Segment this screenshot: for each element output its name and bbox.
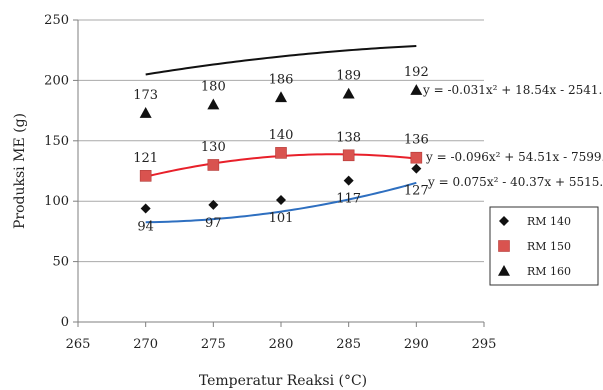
trendline-rm-160 — [145, 44, 417, 76]
point-rm-160 — [275, 91, 287, 103]
point-rm-140 — [411, 163, 422, 174]
data-label-rm-160: 189 — [336, 69, 361, 84]
legend-marker-rm-140 — [499, 216, 509, 226]
legend-label-rm-150: RM 150 — [527, 240, 571, 253]
data-label-rm-140: 127 — [404, 184, 429, 199]
data-markers — [139, 84, 423, 214]
data-label-rm-140: 97 — [205, 216, 222, 231]
trend-equation-rm-150: y = -0.096x² + 54.51x - 7599. — [425, 150, 603, 164]
trend-equations: y = 0.075x² - 40.37x + 5515. y = -0.096x²… — [422, 83, 603, 189]
trend-equation-rm-140: y = 0.075x² - 40.37x + 5515. — [427, 175, 603, 189]
point-rm-150 — [275, 147, 287, 159]
point-rm-150 — [207, 159, 220, 171]
trend-equation-rm-160: y = -0.031x² + 18.54x - 2541. — [422, 83, 602, 97]
x-tick-label: 290 — [404, 337, 429, 352]
axes: 0 50 100 150 200 250 265 270 275 280 285 290 295 — [44, 13, 496, 352]
point-rm-150 — [342, 149, 355, 162]
point-rm-160 — [410, 84, 423, 95]
y-tick-label: 250 — [44, 13, 69, 28]
legend: RM 140 RM 150 RM 160 — [489, 206, 599, 286]
y-tick-label: 0 — [61, 315, 69, 330]
data-label-rm-150: 140 — [269, 128, 294, 143]
x-tick-label: 270 — [133, 337, 158, 352]
x-tick-label: 285 — [336, 337, 361, 352]
x-tick-label: 275 — [201, 337, 226, 352]
point-rm-160 — [139, 107, 152, 118]
data-label-rm-140: 101 — [269, 211, 294, 226]
point-rm-150 — [139, 170, 152, 182]
gridlines — [78, 19, 484, 263]
data-label-rm-150: 121 — [133, 151, 158, 166]
data-label-rm-160: 180 — [201, 80, 226, 95]
point-rm-140 — [208, 199, 219, 210]
point-rm-150 — [410, 151, 423, 164]
legend-label-rm-140: RM 140 — [527, 215, 571, 228]
data-label-rm-160: 192 — [404, 65, 429, 80]
point-rm-160 — [342, 87, 355, 99]
point-rm-160 — [207, 98, 220, 110]
point-rm-140 — [276, 194, 286, 205]
point-rm-140 — [343, 175, 354, 186]
legend-marker-rm-150 — [498, 240, 510, 252]
data-label-rm-150: 136 — [404, 133, 429, 148]
y-tick-label: 200 — [44, 73, 69, 88]
data-label-rm-140: 117 — [336, 192, 361, 207]
y-axis-title: Produksi ME (g) — [12, 113, 28, 229]
legend-label-rm-160: RM 160 — [527, 265, 571, 278]
legend-marker-rm-160 — [498, 265, 510, 276]
x-tick-label: 295 — [472, 337, 497, 352]
x-tick-label: 280 — [269, 337, 294, 352]
data-label-rm-140: 94 — [137, 219, 154, 234]
data-label-rm-160: 173 — [133, 88, 158, 103]
trendline-rm-140 — [145, 181, 417, 224]
data-label-rm-160: 186 — [269, 72, 294, 87]
data-label-rm-150: 138 — [336, 130, 361, 145]
x-tick-label: 265 — [66, 337, 91, 352]
x-axis-title: Temperatur Reaksi (°C) — [199, 373, 367, 389]
point-rm-140 — [140, 203, 151, 214]
y-tick-label: 50 — [52, 255, 69, 270]
data-label-rm-150: 130 — [201, 140, 226, 155]
data-labels: 94 97 101 117 127 121 130 140 138 136 173 180 186 189… — [133, 65, 428, 234]
y-tick-label: 100 — [44, 194, 69, 209]
y-tick-label: 150 — [44, 134, 69, 149]
